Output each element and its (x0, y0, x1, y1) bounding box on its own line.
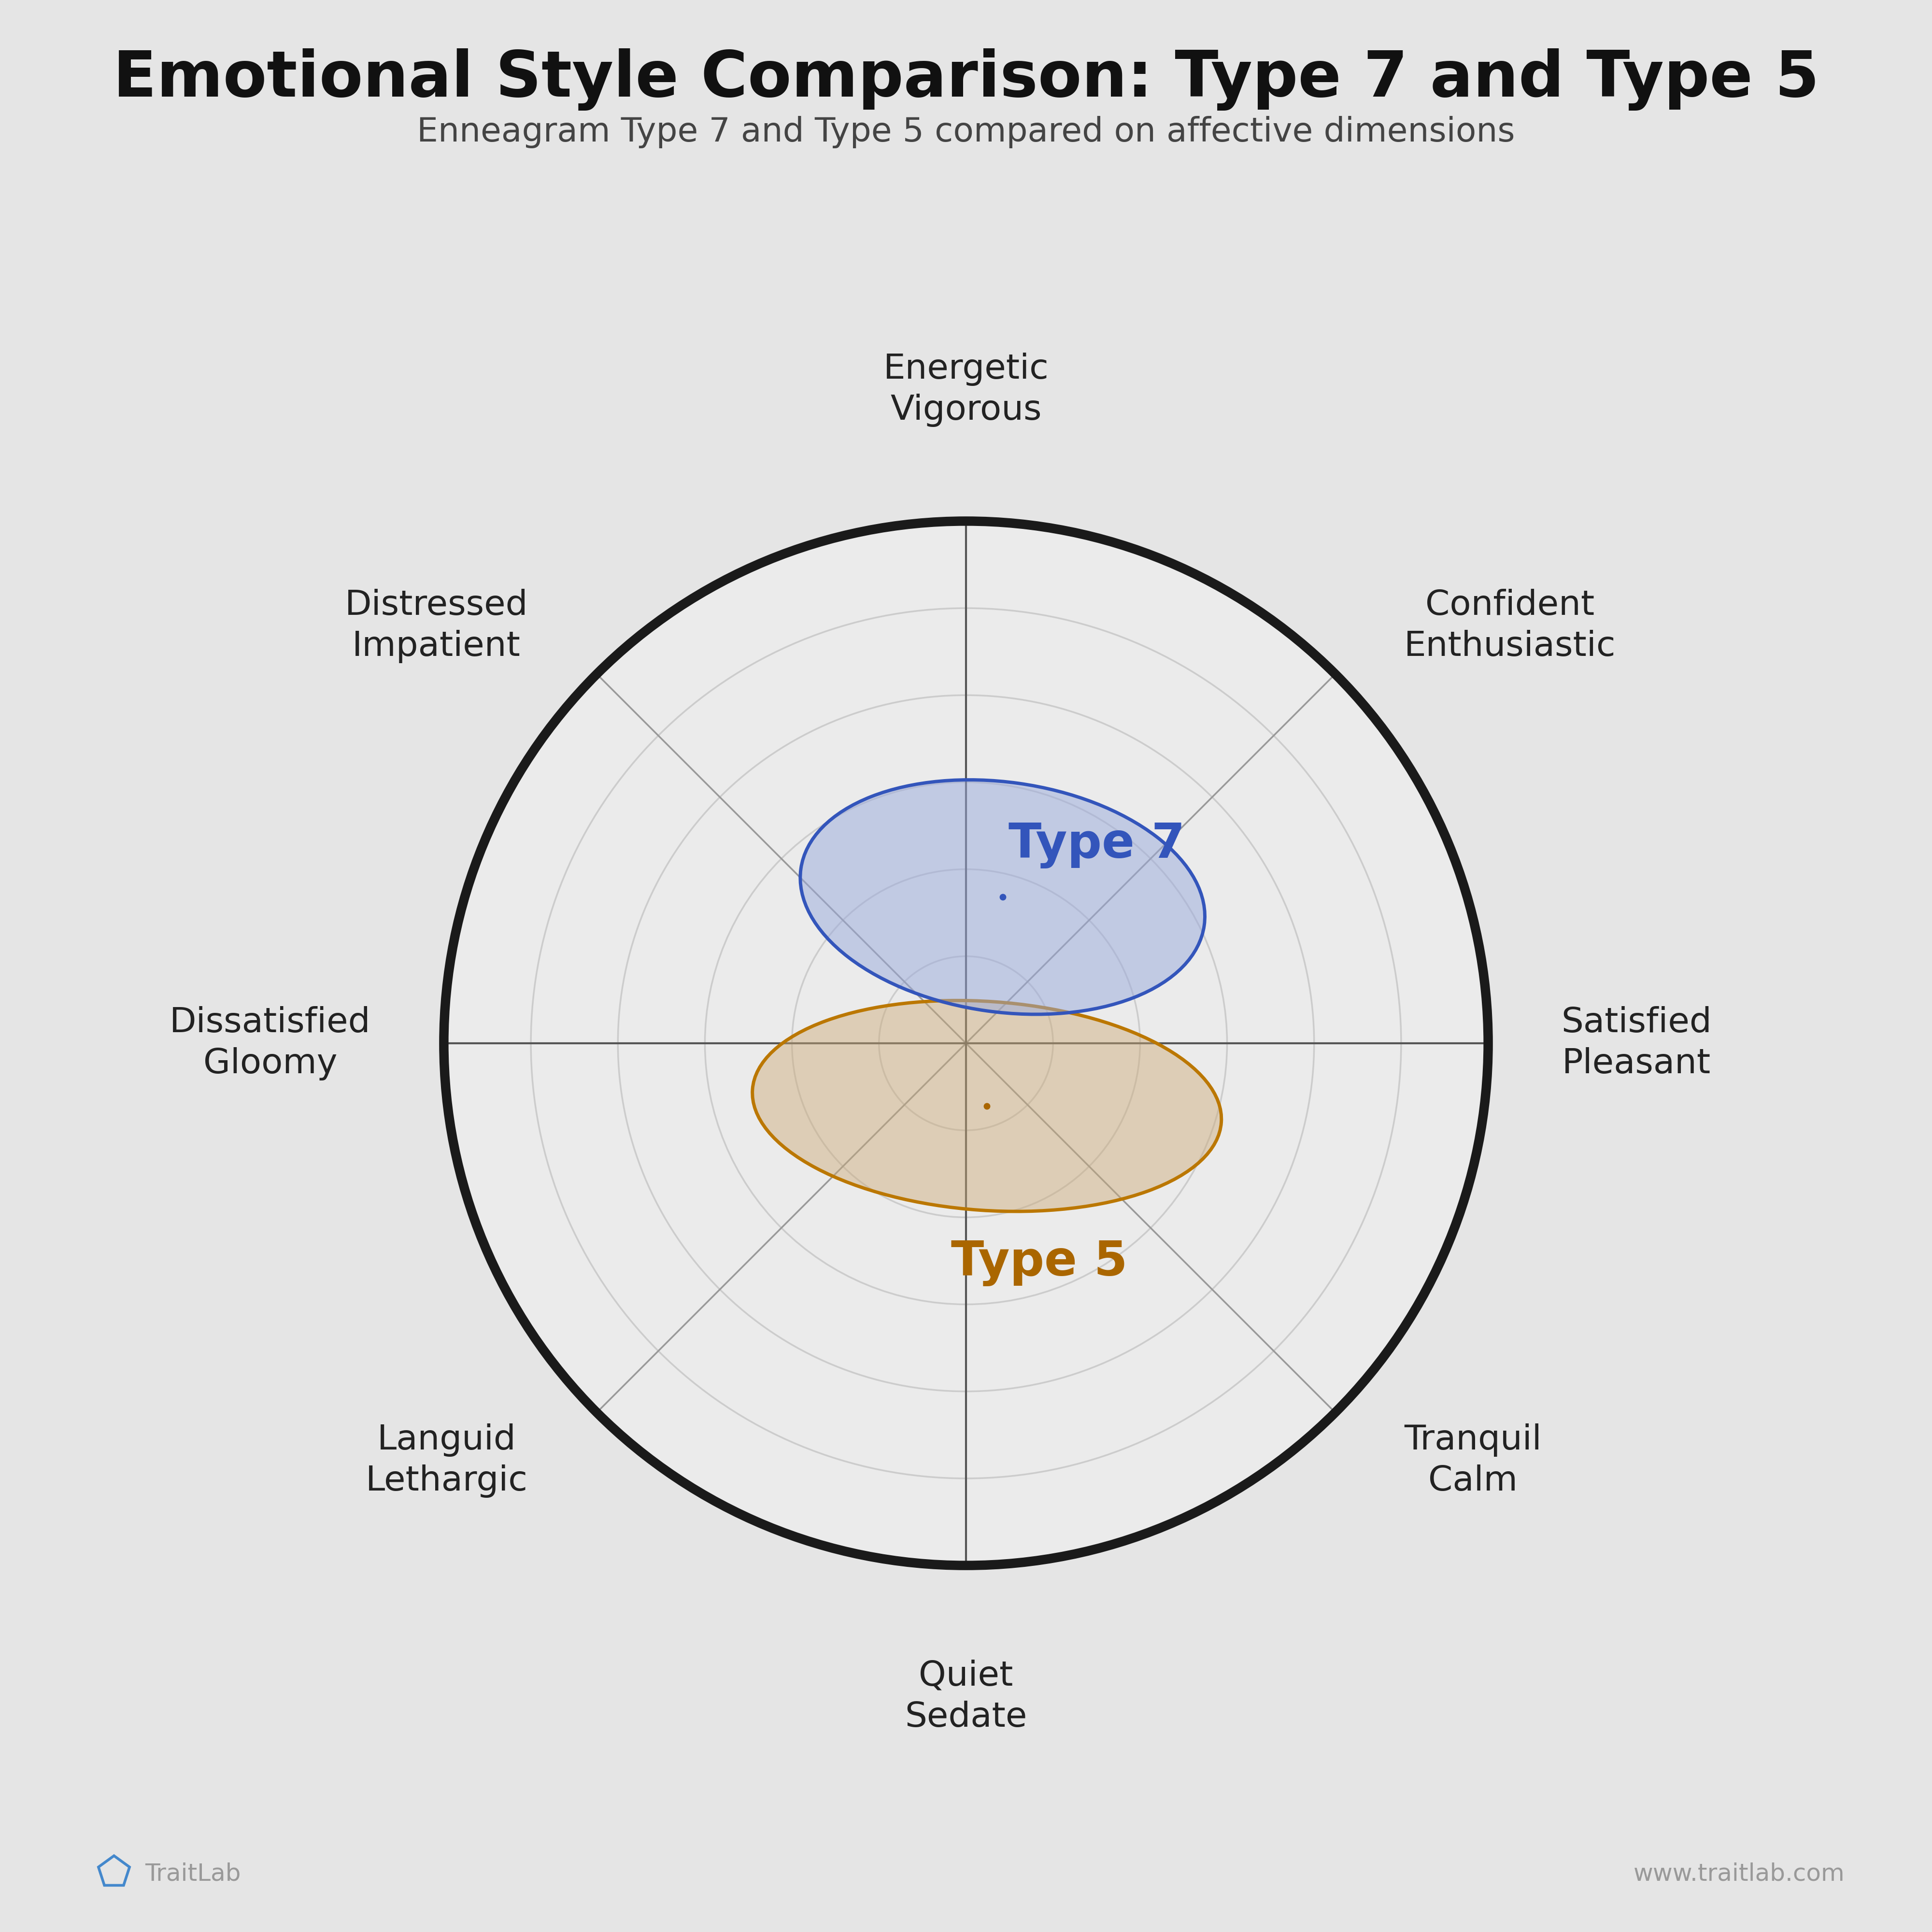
Text: Emotional Style Comparison: Type 7 and Type 5: Emotional Style Comparison: Type 7 and T… (112, 48, 1820, 110)
Text: Confident
Enthusiastic: Confident Enthusiastic (1405, 589, 1615, 663)
Ellipse shape (800, 781, 1206, 1014)
Point (987, 881, 1018, 912)
Circle shape (444, 522, 1488, 1565)
Text: Type 5: Type 5 (951, 1238, 1128, 1287)
Text: Type 7: Type 7 (1009, 821, 1184, 867)
Text: www.traitlab.com: www.traitlab.com (1634, 1862, 1845, 1886)
Text: Enneagram Type 7 and Type 5 compared on affective dimensions: Enneagram Type 7 and Type 5 compared on … (417, 116, 1515, 149)
Text: Languid
Lethargic: Languid Lethargic (365, 1424, 527, 1497)
Text: Distressed
Impatient: Distressed Impatient (344, 589, 527, 663)
Text: Dissatisfied
Gloomy: Dissatisfied Gloomy (170, 1007, 371, 1080)
Text: TraitLab: TraitLab (145, 1862, 242, 1886)
Point (972, 1090, 1003, 1121)
Text: Quiet
Sedate: Quiet Sedate (904, 1660, 1028, 1733)
Text: Energetic
Vigorous: Energetic Vigorous (883, 354, 1049, 427)
Text: Tranquil
Calm: Tranquil Calm (1405, 1424, 1542, 1497)
Text: Satisfied
Pleasant: Satisfied Pleasant (1561, 1007, 1712, 1080)
Ellipse shape (752, 1001, 1221, 1211)
